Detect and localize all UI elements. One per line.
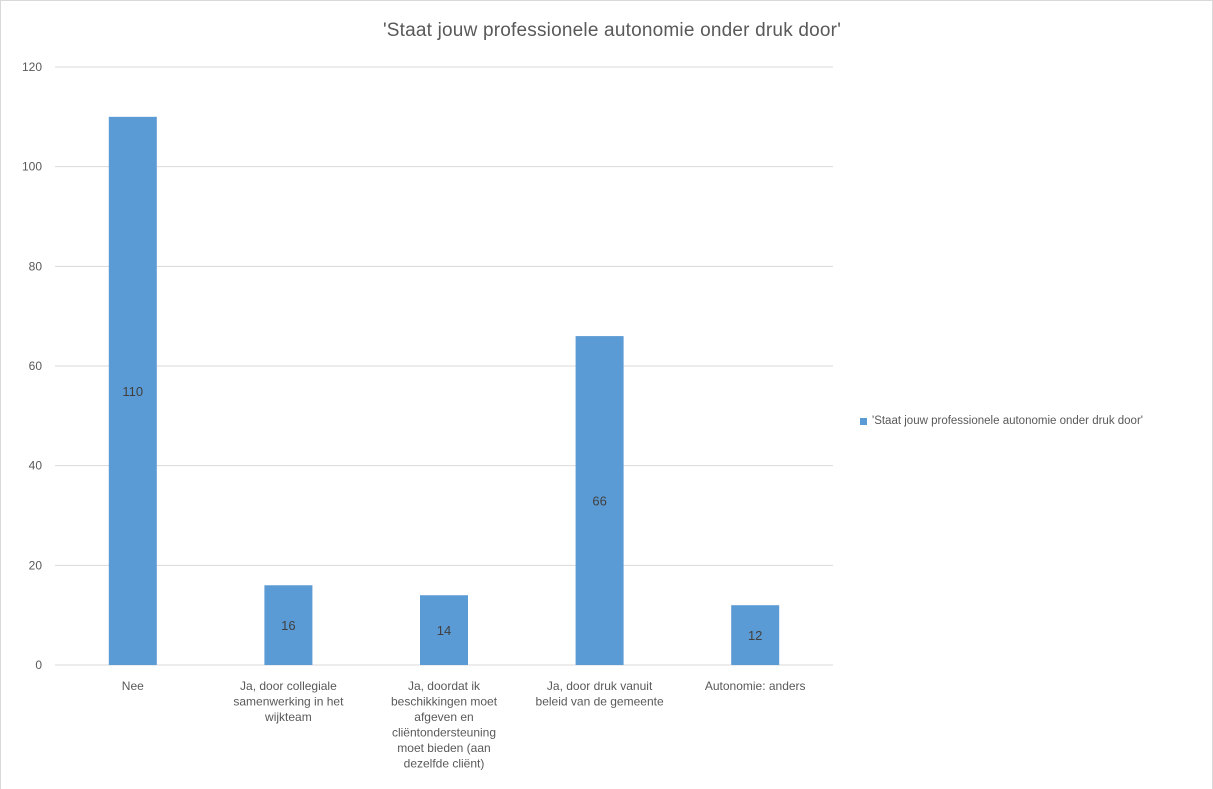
bars [108,116,780,666]
y-tick-label: 60 [29,359,43,373]
bar [264,585,313,665]
bar [420,595,468,665]
bar-data-label: 66 [592,494,606,509]
y-tick-label: 40 [29,459,43,473]
bar-data-label: 12 [748,628,762,643]
legend: 'Staat jouw professionele autonomie onde… [860,415,1143,427]
bar-data-label: 110 [122,384,143,399]
y-tick-label: 0 [35,658,42,672]
x-category-label: Ja, doordat ik beschikkingen moet afgeven … [391,679,498,771]
bar-data-label: 14 [437,623,451,638]
legend-swatch-icon [860,417,867,425]
y-tick-label: 120 [22,60,42,74]
bar [108,116,157,666]
x-axis-categories: Nee Ja, door collegiale samenwerking in he… [122,679,806,771]
x-category-label: Ja, door collegiale samenwerking in het wi… [233,679,344,724]
x-category-label: Ja, door druk vanuit beleid van de gemeen… [536,679,664,709]
legend-label: 'Staat jouw professionele autonomie onde… [872,415,1143,427]
x-category-label: Autonomie: anders [705,679,806,693]
x-category-label: Nee [122,679,144,693]
y-tick-label: 80 [29,259,43,273]
chart-title: 'Staat jouw professionele autonomie onde… [382,20,842,41]
y-tick-label: 20 [29,558,43,572]
gridlines [55,66,833,666]
bar [731,605,780,665]
bar-data-label: 16 [281,618,295,633]
y-tick-label: 100 [22,160,42,174]
y-axis-ticks: 0 20 40 60 80 100 120 [22,60,42,672]
data-labels: 110 16 14 66 12 [122,384,762,643]
bar [575,336,624,665]
